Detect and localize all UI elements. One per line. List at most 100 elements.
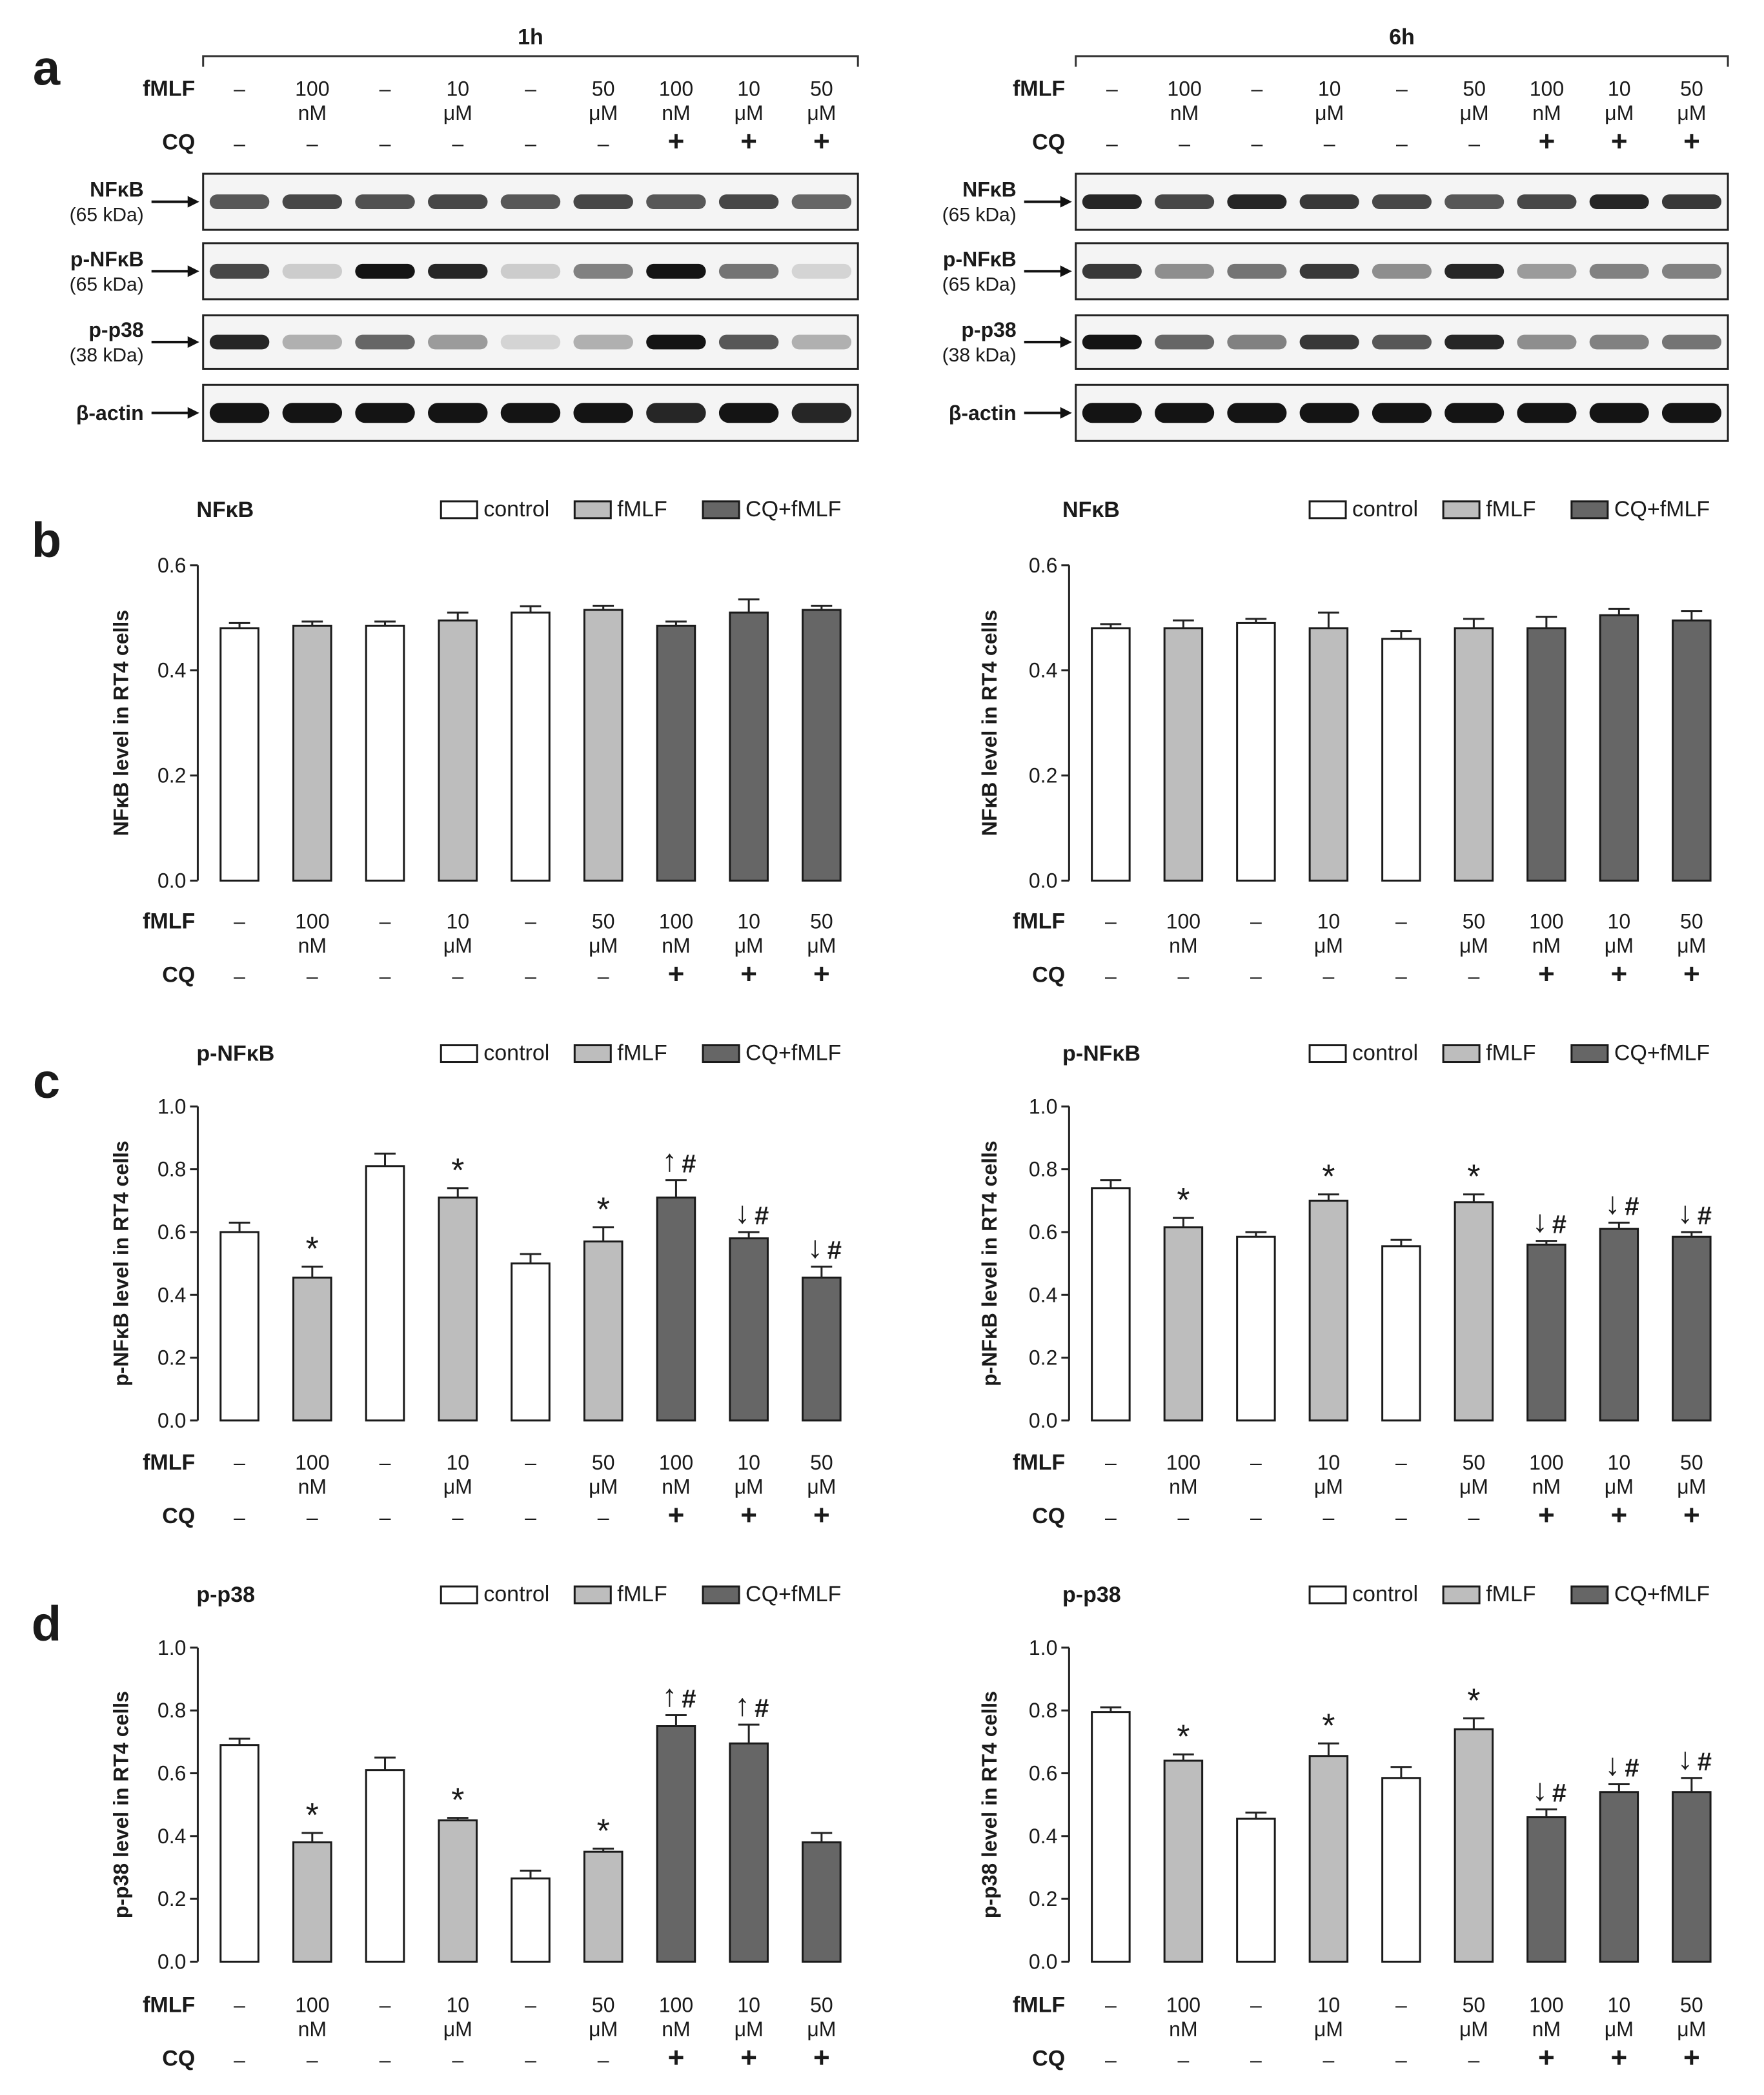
- fmlf-dose-value: 50: [1680, 77, 1703, 101]
- cq-sign: +: [1611, 958, 1628, 989]
- bar-fmlf: [1454, 1728, 1494, 1963]
- cq-sign: –: [1105, 1506, 1117, 1529]
- fmlf-dose-unit: nM: [298, 101, 327, 125]
- fmlf-dose-value: 100: [295, 77, 329, 101]
- blot-band: [646, 334, 706, 350]
- cq-sign: –: [452, 2049, 463, 2072]
- bar-fmlf: [1454, 1201, 1494, 1422]
- cq-sign: –: [452, 964, 463, 987]
- fmlf-dose-unit: μM: [807, 934, 836, 957]
- bar-group: *: [583, 1812, 623, 1963]
- bar-group: ↓ #: [1526, 1205, 1566, 1422]
- blot-6h: 6hfMLFCQ––100nM–––10μM–––50μM–100nM+10μM…: [942, 25, 1729, 442]
- cq-sign: +: [813, 125, 830, 157]
- y-tick-label: 0.4: [157, 1283, 186, 1306]
- significance-hash: #: [682, 1150, 696, 1179]
- cq-sign: –: [1250, 964, 1262, 987]
- fmlf-dose-value: –: [525, 1451, 536, 1474]
- bar-control: [1091, 627, 1131, 882]
- fmlf-dose-unit: nM: [1532, 2018, 1561, 2041]
- blot-band: [1589, 194, 1649, 210]
- blot-row-name: p-p38: [88, 318, 143, 341]
- cq-sign: +: [668, 1499, 685, 1531]
- bar-group: [1091, 623, 1131, 882]
- bar-cqfmlf: [729, 1742, 769, 1963]
- cq-sign: –: [598, 2049, 609, 2072]
- fmlf-dose-unit: nM: [662, 101, 690, 125]
- fmlf-dose-value: –: [1396, 77, 1408, 101]
- chart-legend: control fMLF CQ+fMLF: [1308, 1582, 1710, 1606]
- fmlf-dose-value: –: [525, 910, 536, 933]
- bar-group: *: [438, 1152, 478, 1422]
- blot-row-actin: β-actin: [76, 383, 859, 442]
- y-tick-label: 0.6: [1029, 554, 1057, 577]
- bar-control: [511, 1262, 551, 1422]
- fmlf-dose-unit: μM: [1459, 2018, 1488, 2041]
- bar-group: *: [1163, 1718, 1204, 1963]
- fmlf-dose-unit: nM: [298, 2018, 327, 2041]
- fmlf-dose-unit: nM: [1532, 101, 1561, 125]
- cq-sign: +: [740, 1499, 757, 1531]
- blot-band: [1227, 263, 1287, 279]
- fmlf-dose-value: 50: [1463, 910, 1486, 933]
- legend-swatch-fmlf: [573, 1044, 612, 1064]
- bar-group: [1672, 610, 1712, 882]
- significance-star: *: [306, 1797, 319, 1834]
- blot-band: [1227, 403, 1287, 423]
- cq-sign: –: [1105, 964, 1117, 987]
- blot-band: [1155, 403, 1215, 423]
- fmlf-row-label: fMLF: [143, 1450, 195, 1475]
- bar-group: [802, 605, 842, 882]
- bar-control: [365, 624, 405, 882]
- chart-legend: control fMLF CQ+fMLF: [440, 497, 841, 521]
- bar-group: [656, 620, 696, 882]
- cq-sign: –: [1105, 2049, 1117, 2072]
- bar-cqfmlf: [1526, 1243, 1566, 1422]
- fmlf-dose-unit: nM: [1169, 934, 1197, 957]
- cq-sign: +: [1611, 1499, 1628, 1531]
- fmlf-dose-unit: μM: [1314, 2018, 1343, 2041]
- bar-group: *: [1454, 1159, 1494, 1422]
- bar-cqfmlf: [656, 1725, 696, 1963]
- bar-group: [583, 605, 623, 882]
- cq-sign: –: [525, 1506, 536, 1529]
- blot-band: [1155, 194, 1215, 210]
- bar-group: *: [1163, 1182, 1204, 1422]
- bar-control: [511, 611, 551, 882]
- blot-band: [646, 263, 706, 279]
- y-tick-label: 0.4: [157, 1825, 186, 1848]
- blot-band: [1155, 334, 1215, 350]
- y-axis-label: p-NFκB level in RT4 cells: [109, 1140, 132, 1386]
- legend-swatch-cqfmlf: [702, 1585, 740, 1604]
- fmlf-dose-value: 10: [1317, 1451, 1341, 1474]
- blot-row-nfkb: NFκB (65 kDa): [942, 172, 1729, 231]
- bar-group: ↓ #: [1599, 1748, 1639, 1963]
- fmlf-dose-value: 10: [446, 910, 469, 933]
- y-axis-label: NFκB level in RT4 cells: [109, 610, 132, 836]
- legend-label-fmlf: fMLF: [1486, 1041, 1536, 1066]
- y-tick-label: 0.2: [1029, 1346, 1057, 1370]
- blot-band: [209, 403, 270, 423]
- y-tick-label: 0.8: [157, 1158, 186, 1181]
- blot-band: [573, 194, 633, 210]
- significance-hash: #: [755, 1694, 769, 1723]
- y-tick-label: 0.4: [1029, 1825, 1057, 1848]
- significance-star: *: [1322, 1707, 1335, 1745]
- fmlf-dose-unit: μM: [589, 934, 618, 957]
- fmlf-dose-value: 10: [737, 1994, 760, 2017]
- fmlf-dose-value: –: [380, 77, 391, 101]
- y-tick-label: 0.4: [1029, 1283, 1057, 1306]
- direction-arrow: ↓: [1605, 1748, 1620, 1783]
- blot-row-name: NFκB: [90, 178, 144, 201]
- blot-band: [718, 194, 779, 210]
- significance-hash: #: [1625, 1192, 1639, 1220]
- blot-row-pnfkb: p-NFκB (65 kDa): [70, 242, 859, 301]
- cq-sign: –: [1395, 964, 1407, 987]
- fmlf-dose-unit: μM: [443, 101, 472, 125]
- fmlf-dose-value: 50: [1680, 1451, 1703, 1474]
- bar-group: [1308, 611, 1349, 882]
- fmlf-dose-unit: nM: [1170, 101, 1199, 125]
- blot-band: [1082, 263, 1142, 279]
- timepoint-bracket: [1075, 55, 1729, 67]
- y-tick-label: 0.0: [1029, 1950, 1057, 1973]
